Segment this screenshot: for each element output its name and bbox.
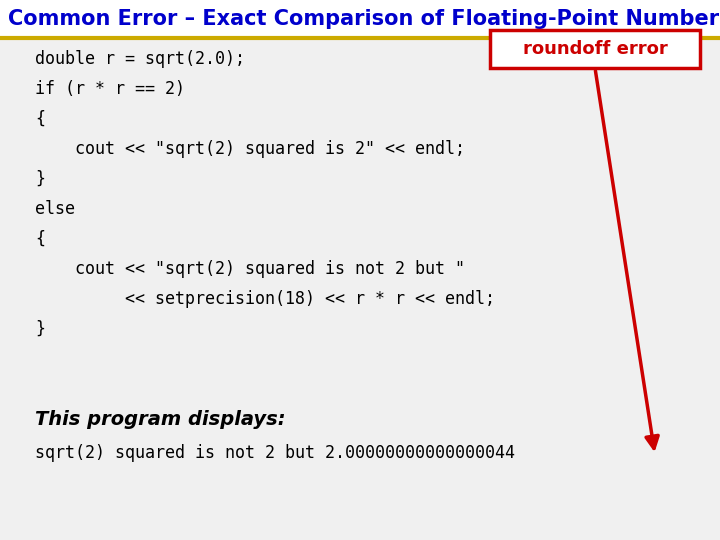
Text: }: } bbox=[35, 320, 45, 338]
Bar bbox=[0, 0, 720, 38]
Text: << setprecision(18) << r * r << endl;: << setprecision(18) << r * r << endl; bbox=[35, 290, 495, 308]
Text: sqrt(2) squared is not 2 but 2.00000000000000044: sqrt(2) squared is not 2 but 2.000000000… bbox=[35, 444, 515, 462]
Text: double r = sqrt(2.0);: double r = sqrt(2.0); bbox=[35, 50, 245, 68]
Text: if (r * r == 2): if (r * r == 2) bbox=[35, 80, 185, 98]
Text: {: { bbox=[35, 110, 45, 128]
Text: roundoff error: roundoff error bbox=[523, 40, 667, 58]
Text: }: } bbox=[35, 170, 45, 188]
Text: This program displays:: This program displays: bbox=[35, 410, 286, 429]
Text: cout << "sqrt(2) squared is 2" << endl;: cout << "sqrt(2) squared is 2" << endl; bbox=[35, 140, 465, 158]
Text: {: { bbox=[35, 230, 45, 248]
Bar bbox=[490, 30, 700, 68]
Text: else: else bbox=[35, 200, 75, 218]
Text: cout << "sqrt(2) squared is not 2 but ": cout << "sqrt(2) squared is not 2 but " bbox=[35, 260, 465, 278]
Text: Common Error – Exact Comparison of Floating-Point Numbers: Common Error – Exact Comparison of Float… bbox=[8, 9, 720, 29]
